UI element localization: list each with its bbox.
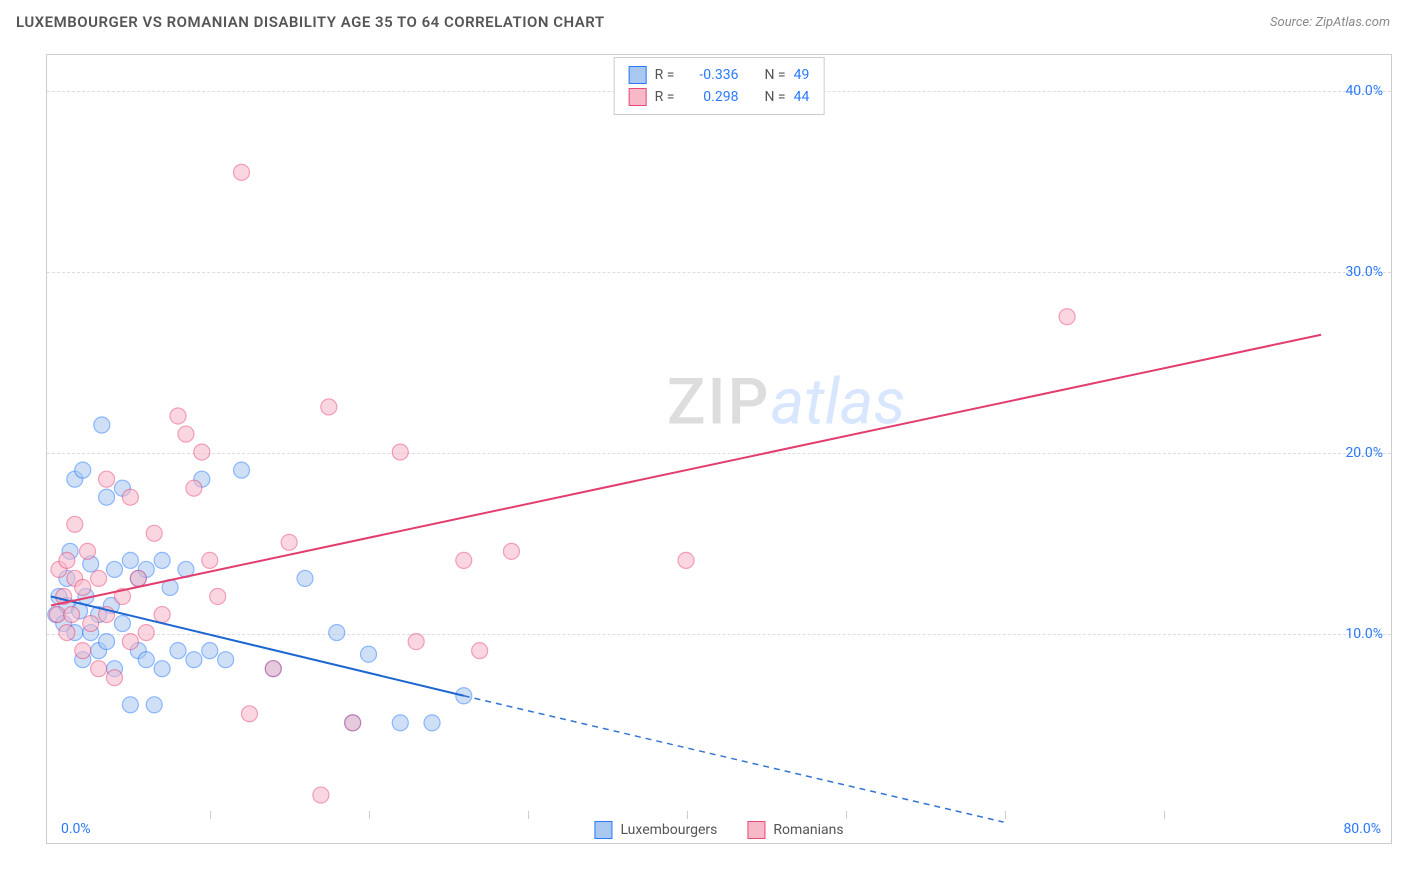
scatter-point [178,426,194,442]
scatter-point [297,570,313,586]
scatter-point [75,579,91,595]
scatter-point [1059,309,1075,325]
scatter-point [210,589,226,605]
scatter-point [361,646,377,662]
scatter-point [194,444,210,460]
scatter-point [138,652,154,668]
correlation-legend: R = -0.336 N = 49 R = 0.298 N = 44 [614,57,825,115]
scatter-point [146,697,162,713]
scatter-point [186,480,202,496]
scatter-point [321,399,337,415]
scatter-point [170,643,186,659]
scatter-point [49,607,65,623]
scatter-point [122,489,138,505]
scatter-point [99,489,115,505]
scatter-point [130,570,146,586]
chart-title: LUXEMBOURGER VS ROMANIAN DISABILITY AGE … [16,13,605,31]
legend-swatch-luxembourgers [629,66,647,84]
scatter-point [75,462,91,478]
scatter-point [122,634,138,650]
legend-row-luxembourgers: R = -0.336 N = 49 [629,64,810,86]
scatter-point [75,643,91,659]
scatter-point [281,534,297,550]
scatter-point [345,715,361,731]
scatter-point [99,471,115,487]
chart-header: LUXEMBOURGER VS ROMANIAN DISABILITY AGE … [0,0,1406,44]
scatter-point [80,543,96,559]
scatter-plot [47,55,1391,843]
scatter-point [424,715,440,731]
legend-swatch-icon [594,821,612,839]
scatter-point [408,634,424,650]
scatter-point [234,164,250,180]
legend-swatch-icon [747,821,765,839]
scatter-point [59,552,75,568]
scatter-point [392,715,408,731]
chart-area: ZIPatlas 10.0%20.0%30.0%40.0% 0.0% 80.0%… [46,54,1392,844]
scatter-point [503,543,519,559]
scatter-point [186,652,202,668]
legend-row-romanians: R = 0.298 N = 44 [629,86,810,108]
scatter-point [456,552,472,568]
scatter-point [170,408,186,424]
legend-item-luxembourgers: Luxembourgers [594,821,717,839]
scatter-point [146,525,162,541]
scatter-point [91,661,107,677]
trend-line-extrapolated [464,696,1004,822]
scatter-point [67,516,83,532]
scatter-point [202,643,218,659]
scatter-point [122,552,138,568]
chart-source: Source: ZipAtlas.com [1270,15,1390,30]
scatter-point [392,444,408,460]
legend-swatch-romanians [629,88,647,106]
scatter-point [107,670,123,686]
scatter-point [678,552,694,568]
scatter-point [218,652,234,668]
series-legend: Luxembourgers Romanians [584,821,853,839]
scatter-point [64,607,80,623]
scatter-point [94,417,110,433]
scatter-point [202,552,218,568]
scatter-point [241,706,257,722]
scatter-point [138,625,154,641]
scatter-point [154,661,170,677]
scatter-point [99,634,115,650]
scatter-point [234,462,250,478]
scatter-point [329,625,345,641]
scatter-point [59,625,75,641]
scatter-point [265,661,281,677]
scatter-point [83,616,99,632]
scatter-point [154,607,170,623]
scatter-point [472,643,488,659]
legend-item-romanians: Romanians [747,821,843,839]
scatter-point [91,570,107,586]
scatter-point [107,561,123,577]
scatter-point [122,697,138,713]
scatter-point [313,787,329,803]
scatter-point [154,552,170,568]
scatter-point [114,616,130,632]
